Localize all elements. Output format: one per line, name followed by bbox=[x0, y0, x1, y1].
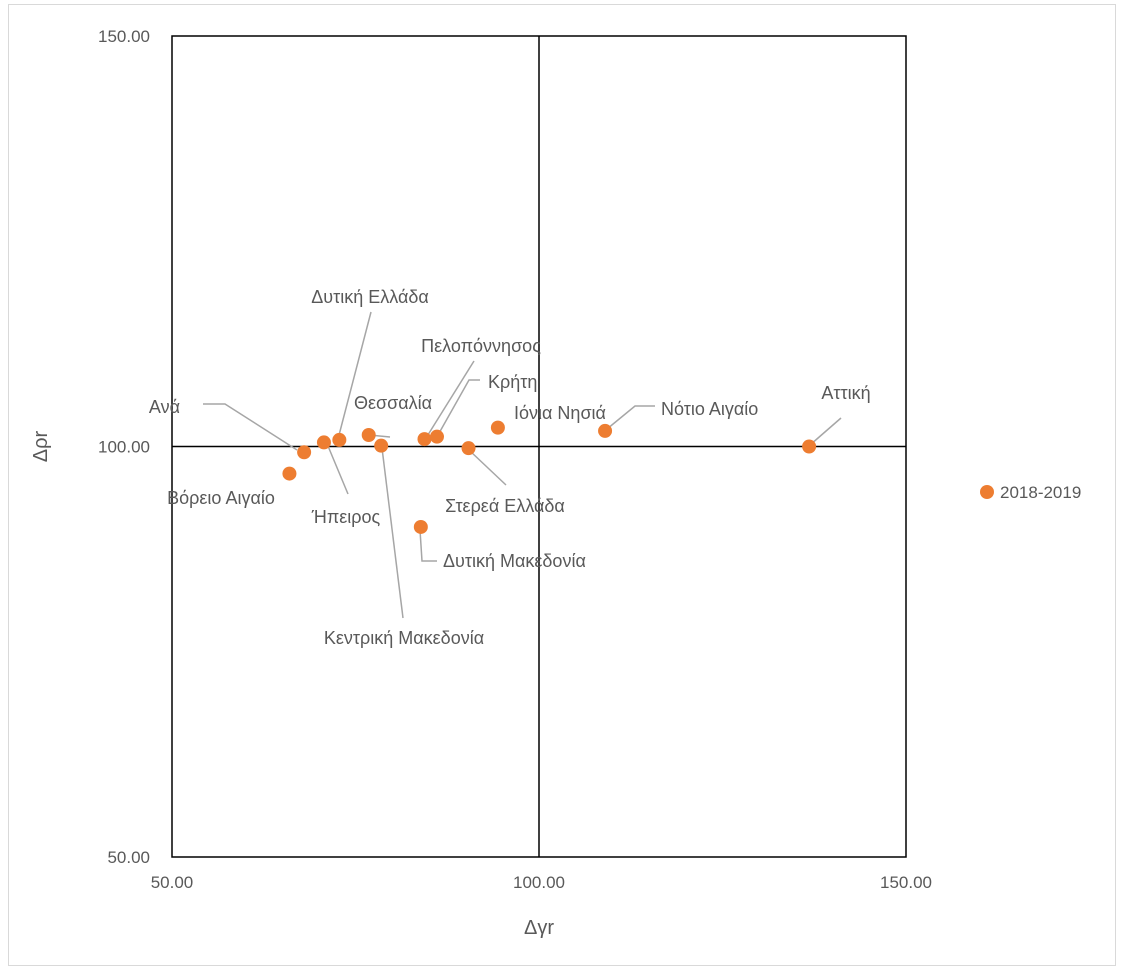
legend-entry: 2018-2019 bbox=[1000, 483, 1081, 502]
data-label: Ήπειρος bbox=[311, 507, 381, 527]
label-leader-lines bbox=[203, 311, 842, 619]
data-point bbox=[332, 432, 347, 447]
data-point bbox=[490, 420, 505, 435]
data-point bbox=[413, 519, 428, 534]
data-point bbox=[361, 428, 376, 443]
leader-line bbox=[203, 403, 298, 451]
data-point bbox=[461, 441, 476, 456]
data-label: Βόρειο Αιγαίο bbox=[167, 488, 275, 508]
y-tick-label: 150.00 bbox=[98, 27, 150, 46]
chart-frame bbox=[8, 4, 1116, 966]
data-point bbox=[417, 432, 432, 447]
data-label: Νότιο Αιγαίο bbox=[661, 399, 758, 419]
leader-line bbox=[469, 450, 507, 486]
y-axis-ticks: 50.00 100.00 150.00 bbox=[98, 27, 150, 867]
data-label: Κρήτη bbox=[488, 372, 537, 392]
data-point bbox=[598, 423, 613, 438]
leader-line bbox=[381, 447, 404, 619]
x-axis-title: Δγr bbox=[524, 917, 554, 939]
data-point bbox=[802, 439, 817, 454]
data-label: Αττική bbox=[821, 383, 870, 403]
leader-line bbox=[606, 405, 655, 430]
leader-line bbox=[337, 311, 372, 440]
plot-area bbox=[171, 35, 907, 858]
leader-line bbox=[419, 529, 437, 562]
data-label: Θεσσαλία bbox=[354, 393, 432, 413]
data-point bbox=[297, 445, 312, 460]
data-label: Κεντρική Μακεδονία bbox=[324, 628, 484, 648]
data-point bbox=[374, 438, 389, 453]
legend-marker bbox=[980, 485, 994, 499]
data-labels: Ανά Βόρειο Αιγαίο Ήπειρος Δυτική Ελλάδα Θεσσ… bbox=[149, 287, 871, 648]
x-axis-ticks: 50.00 100.00 150.00 bbox=[151, 873, 932, 892]
data-label: Στερεά Ελλάδα bbox=[445, 496, 565, 516]
data-point bbox=[316, 435, 331, 450]
data-label: Δυτική Μακεδονία bbox=[443, 551, 586, 571]
x-tick-label: 150.00 bbox=[880, 873, 932, 892]
data-points bbox=[282, 420, 817, 534]
data-label: Δυτική Ελλάδα bbox=[311, 287, 429, 307]
leader-line bbox=[327, 445, 349, 495]
data-label: Ανά bbox=[149, 397, 180, 417]
data-label: Ιόνια Νησιά bbox=[514, 403, 606, 423]
y-tick-label: 100.00 bbox=[98, 438, 150, 457]
x-tick-label: 50.00 bbox=[151, 873, 194, 892]
data-point bbox=[282, 466, 297, 481]
legend: 2018-2019 bbox=[980, 483, 1081, 502]
leader-line bbox=[425, 360, 475, 439]
leader-line bbox=[809, 417, 842, 446]
y-axis-title: Δρr bbox=[30, 430, 52, 462]
leader-line bbox=[437, 379, 480, 436]
y-tick-label: 50.00 bbox=[107, 848, 150, 867]
x-tick-label: 100.00 bbox=[513, 873, 565, 892]
data-point bbox=[429, 429, 444, 444]
data-label: Πελοπόννησος bbox=[421, 336, 541, 356]
